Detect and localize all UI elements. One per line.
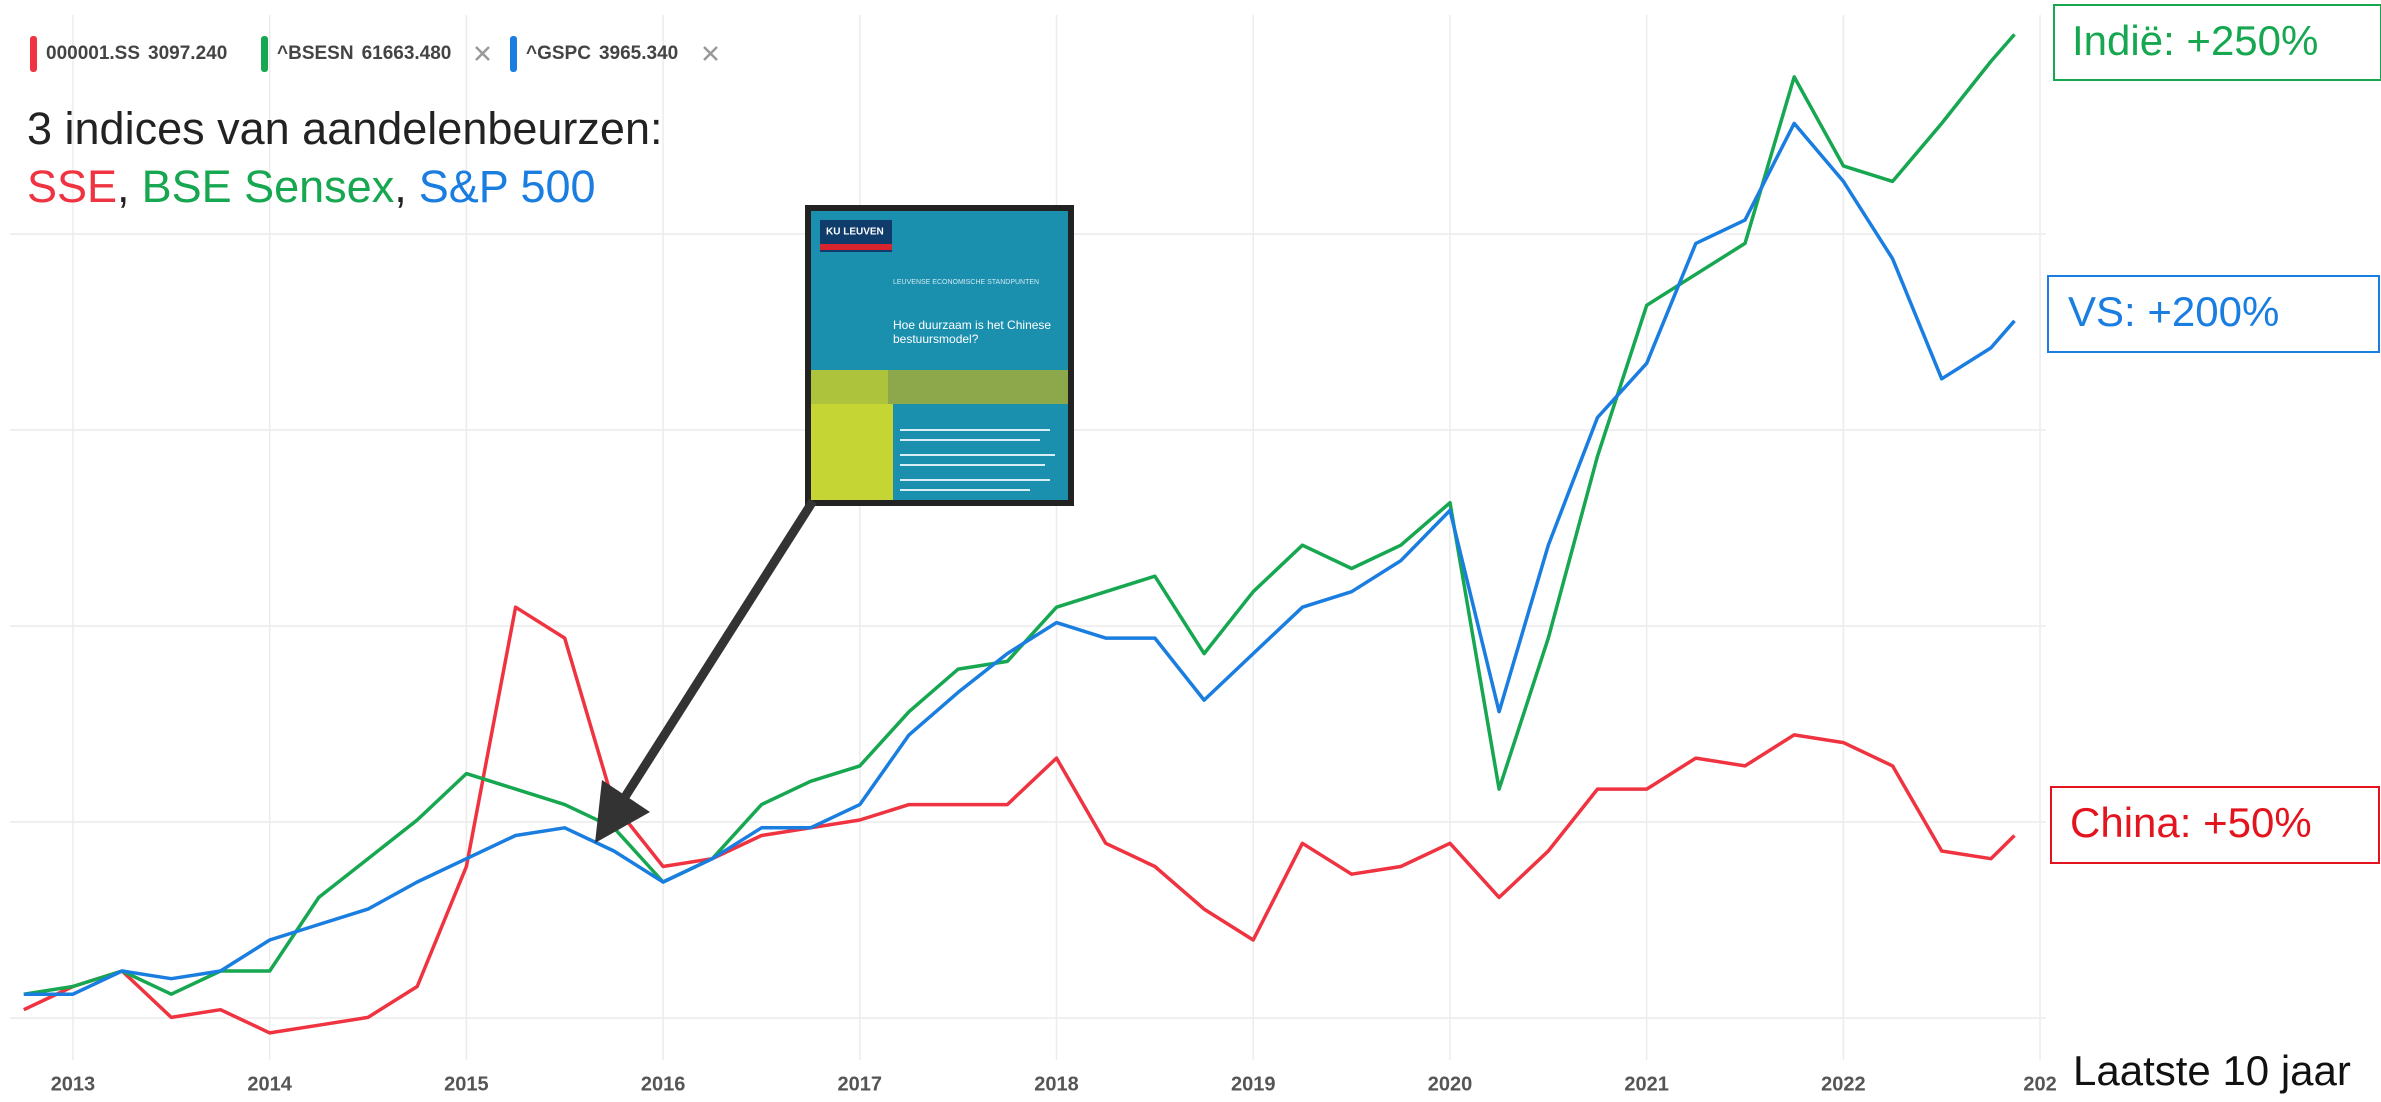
annotation-box (2047, 275, 2380, 353)
legend-entry: 000001.SS 3097.240 (46, 43, 227, 64)
series-name: BSE Sensex (142, 161, 395, 212)
series-line (23, 33, 2016, 996)
cover-photo-tint (808, 370, 888, 404)
cover-brand: KU LEUVEN (826, 227, 884, 238)
arrow (595, 498, 817, 843)
cover-series: LEUVENSE ECONOMISCHE STANDPUNTEN (893, 279, 1039, 286)
x-tick-label: 2013 (51, 1073, 96, 1095)
legend-symbol: 000001.SS (46, 43, 140, 64)
arrow-shaft (614, 498, 817, 811)
arrow-head (595, 780, 650, 843)
cover-text-lines (900, 429, 1055, 491)
annotation-box (2053, 4, 2381, 81)
grid-lines (10, 233, 2046, 1019)
annotation: Laatste 10 jaar (2073, 1047, 2351, 1094)
cover-frame (805, 205, 1074, 506)
x-tick-label: 2022 (1821, 1073, 1866, 1095)
annotation-box (2050, 786, 2380, 864)
legend-symbol: ^BSESN (277, 43, 354, 64)
cover-logo-stripe (820, 244, 892, 250)
annotation: Indië: +250% (2072, 17, 2318, 64)
cover-heading: Hoe duurzaam is het Chinese bestuursmode… (893, 318, 1052, 346)
legend-swatch (30, 36, 37, 72)
legend-price: 3097.240 (148, 43, 227, 64)
x-tick-label: 2016 (641, 1073, 686, 1095)
cover-band (808, 404, 893, 503)
x-tick-label: 2018 (1034, 1073, 1079, 1095)
x-tick-label: 2014 (247, 1073, 292, 1095)
series-names: SSE, BSE Sensex, S&P 500 (27, 161, 596, 212)
x-tick-label: 202 (2023, 1073, 2056, 1095)
legend-swatch (261, 36, 268, 72)
legend-swatch (510, 36, 517, 72)
legend-price: 61663.480 (362, 43, 452, 64)
annotation: VS: +200% (2068, 288, 2279, 335)
annotation: China: +50% (2070, 799, 2312, 846)
separator: , (394, 161, 407, 212)
title: 3 indices van aandelenbeurzen: (27, 103, 662, 154)
separator: , (117, 161, 130, 212)
x-tick-label: 2020 (1428, 1073, 1473, 1095)
x-tick-label: 2019 (1231, 1073, 1276, 1095)
x-tick-label: 2017 (838, 1073, 883, 1095)
series-name: SSE (27, 161, 117, 212)
legend-close[interactable] (475, 46, 490, 61)
legend-entry: ^GSPC 3965.340 (526, 43, 678, 64)
inset-cover: KU LEUVEN LEUVENSE ECONOMISCHE STANDPUNT… (805, 205, 1074, 506)
legend-symbol: ^GSPC (526, 43, 591, 64)
series-name: S&P 500 (419, 161, 596, 212)
series-line (23, 121, 2016, 996)
cover-heading-box: Hoe duurzaam is het Chinese bestuursmode… (893, 318, 1052, 346)
legend-entry: ^BSESN 61663.480 (277, 43, 451, 64)
x-tick-label: 2021 (1624, 1073, 1669, 1095)
series-line (23, 605, 2016, 1035)
legend-close[interactable] (703, 46, 718, 61)
legend-price: 3965.340 (599, 43, 678, 64)
x-tick-label: 2015 (444, 1073, 489, 1095)
